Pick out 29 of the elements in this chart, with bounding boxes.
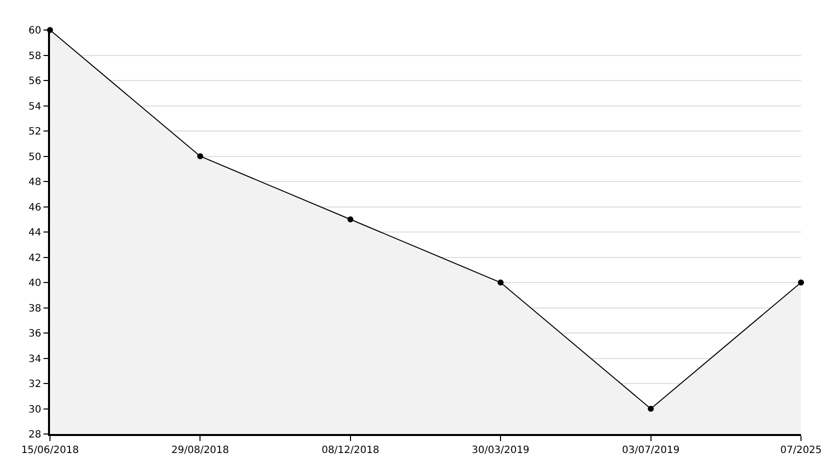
y-tick-label: 48: [28, 177, 42, 188]
point: [47, 27, 53, 33]
y-tick-label: 50: [28, 152, 42, 163]
x-tick-label: 03/07/2019: [622, 444, 680, 456]
x-tick-label: 29/08/2018: [171, 444, 230, 456]
y-tick-label: 32: [28, 379, 42, 390]
x-tick-label: 07/2025: [780, 444, 822, 456]
point: [498, 280, 504, 286]
point: [648, 406, 654, 412]
point: [798, 280, 804, 286]
x-tick-label: 30/03/2019: [472, 444, 530, 456]
y-tick-label: 40: [28, 278, 42, 289]
y-tick-label: 58: [28, 50, 42, 62]
y-tick-label: 30: [28, 404, 42, 416]
y-tick-label: 60: [28, 26, 42, 36]
y-tick-label: 44: [28, 228, 42, 238]
y-tick-label: 42: [28, 252, 42, 264]
y-tick-label: 38: [28, 303, 42, 314]
y-tick-label: 52: [28, 126, 42, 138]
y-tick-label: 28: [28, 430, 42, 440]
y-tick-label: 54: [28, 101, 42, 112]
x-tick-label: 15/06/2018: [21, 444, 79, 456]
x-tick-label: 08/12/2018: [322, 444, 380, 456]
y-tick-label: 34: [28, 354, 42, 365]
point: [347, 216, 354, 222]
point: [197, 153, 204, 160]
y-tick-label: 36: [28, 328, 42, 340]
y-tick-label: 56: [28, 76, 42, 87]
y-tick-label: 46: [28, 202, 42, 214]
